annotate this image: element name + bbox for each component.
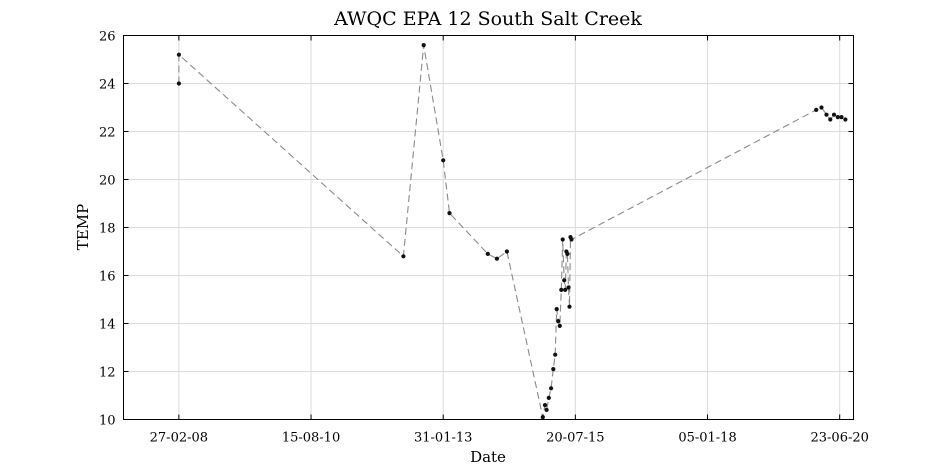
data-point bbox=[835, 115, 840, 120]
axis-ticks: 10 12 14 16 18 20 22 24 26 27-02-08 15-08-10 31-01-… bbox=[99, 30, 869, 446]
x-tick-label: 23-06-20 bbox=[810, 431, 868, 446]
data-point bbox=[814, 107, 819, 112]
data-point bbox=[843, 117, 848, 122]
data-point bbox=[831, 112, 837, 117]
data-point bbox=[504, 249, 509, 254]
data-point bbox=[567, 304, 572, 309]
data-point bbox=[559, 287, 564, 292]
data-point bbox=[824, 112, 829, 117]
data-point bbox=[819, 105, 824, 110]
data-point bbox=[562, 278, 567, 283]
data-point bbox=[176, 52, 181, 57]
y-tick-label: 16 bbox=[99, 270, 116, 285]
y-tick-label: 22 bbox=[99, 126, 116, 141]
data-point bbox=[569, 237, 574, 242]
y-axis-label: TEMP bbox=[74, 204, 92, 250]
x-tick-label: 27-02-08 bbox=[150, 431, 208, 446]
x-axis-label: Date bbox=[470, 448, 506, 466]
data-point bbox=[556, 319, 561, 324]
grid-lines bbox=[123, 35, 854, 420]
data-point bbox=[544, 407, 549, 412]
data-point bbox=[401, 254, 406, 259]
x-tick-label: 05-01-18 bbox=[678, 431, 736, 446]
data-point bbox=[565, 251, 570, 256]
series-line bbox=[178, 45, 846, 418]
series-temp bbox=[176, 43, 848, 420]
data-point bbox=[549, 386, 554, 391]
data-point bbox=[839, 115, 844, 120]
data-point bbox=[421, 43, 426, 48]
y-tick-label: 14 bbox=[99, 318, 116, 333]
data-point bbox=[554, 307, 559, 312]
data-point bbox=[494, 256, 499, 261]
chart-title: AWQC EPA 12 South Salt Creek bbox=[333, 8, 642, 30]
y-tick-label: 12 bbox=[99, 366, 116, 381]
plot-frame bbox=[123, 35, 854, 420]
y-tick-label: 26 bbox=[99, 30, 116, 45]
x-tick-label: 20-07-15 bbox=[546, 431, 604, 446]
data-point bbox=[563, 287, 568, 292]
data-point bbox=[546, 395, 551, 400]
data-point bbox=[542, 403, 548, 408]
y-tick-label: 18 bbox=[99, 222, 116, 237]
data-point bbox=[485, 251, 490, 256]
data-point bbox=[176, 81, 181, 86]
x-tick-label: 31-01-13 bbox=[414, 431, 472, 446]
x-tick-label: 15-08-10 bbox=[282, 431, 340, 446]
data-point bbox=[553, 352, 558, 357]
data-point bbox=[560, 237, 565, 242]
y-tick-label: 20 bbox=[99, 174, 116, 189]
data-point bbox=[441, 158, 446, 163]
data-point bbox=[566, 285, 571, 290]
y-tick-label: 24 bbox=[99, 78, 116, 93]
y-tick-label: 10 bbox=[99, 414, 116, 429]
data-point bbox=[551, 367, 556, 372]
data-point bbox=[557, 323, 562, 328]
data-point bbox=[828, 117, 833, 122]
data-point bbox=[447, 211, 452, 216]
data-point bbox=[540, 415, 545, 420]
